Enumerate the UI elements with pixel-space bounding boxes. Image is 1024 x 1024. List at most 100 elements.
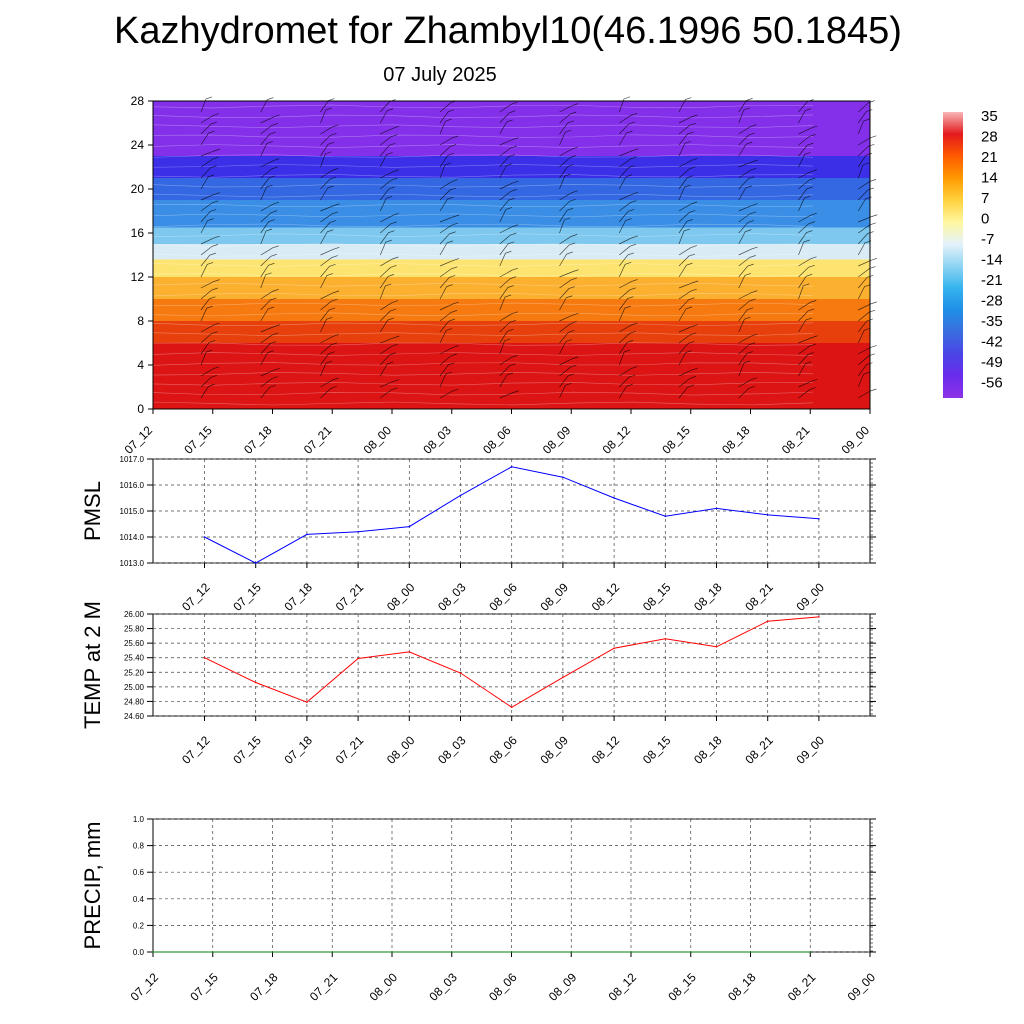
wind-barb [380,387,398,399]
wind-barb [320,141,335,157]
x-tick-label: 09_00 [839,423,873,457]
wind-barb [798,212,817,223]
wind-barb [200,331,218,344]
wind-barb [200,296,216,311]
wind-barb [379,152,393,168]
wind-barb [798,317,812,333]
wind-barb [439,179,458,190]
wind-barb [678,219,693,234]
x-tick-label: 08_03 [426,970,460,1004]
wind-barb [380,134,398,146]
x-tick-label: 08_09 [538,580,572,614]
wind-barb [619,331,636,344]
wind-barb [618,296,634,311]
wind-barb [738,385,755,399]
wind-barb [200,96,213,113]
x-tick-label: 07_12 [122,423,156,457]
wind-barb [738,333,758,344]
wind-barb [260,253,277,267]
wind-barb [738,351,753,366]
wind-barb [738,377,757,388]
wind-barb [559,251,573,267]
colorbar-label: -7 [981,231,994,248]
wind-barb [320,298,338,311]
x-tick-label: 08_18 [691,580,725,614]
x-tick-label: 07_15 [187,970,221,1004]
wind-barb [738,220,755,234]
wind-barb [619,235,638,245]
wind-barb [200,113,219,124]
y-tick-label: 25.40 [124,654,145,663]
wind-barb [678,297,695,311]
colorbar-label: 35 [981,108,998,125]
data-point [459,672,462,674]
wind-barb [559,103,579,113]
wind-barb [858,309,876,322]
data-point [818,518,820,520]
wind-barb [320,229,334,245]
wind-barb [200,200,219,212]
wind-barb [499,154,516,168]
wind-barb [320,151,332,168]
wind-barb [320,273,333,289]
y-tick-label: 1013.0 [120,559,145,568]
wind-barb [619,200,637,212]
x-tick-label: 07_18 [247,970,281,1004]
y-tick-label: 26.00 [124,610,145,619]
wind-barb [559,242,576,256]
contour-line [152,174,814,178]
wind-barb [260,245,279,256]
x-tick-label: 07_15 [230,580,264,614]
wind-barb [738,342,756,355]
wind-barb [499,241,515,256]
x-tick-label: 07_12 [179,580,213,614]
wind-barb [798,108,812,124]
x-tick-label: 07_18 [282,733,316,767]
heatmap-band [153,156,870,178]
data-point [357,657,359,660]
x-tick-label: 08_00 [384,580,418,614]
wind-barb [857,371,870,388]
wind-barb [200,165,217,179]
y-tick-label: 4 [137,358,144,372]
y-tick-label: 0.0 [133,948,145,957]
data-point [562,476,564,479]
wind-barb [559,321,577,333]
heatmap-band [153,178,870,200]
contour-line [152,203,814,208]
wind-barb [738,263,754,278]
contour-line [152,282,814,287]
x-tick-label: 07_15 [230,733,264,767]
x-tick-label: 08_12 [600,423,634,457]
wind-barb [380,256,399,267]
contour-line [152,352,814,356]
wind-barb [618,383,633,399]
wind-barb [559,111,577,124]
wind-barb [200,121,218,135]
wind-barb [260,184,273,201]
wind-barb [499,137,519,146]
data-point [510,706,513,709]
colorbar-label: 14 [981,170,998,187]
wind-barb [619,191,639,201]
wind-barb [678,341,695,355]
wind-barb [798,186,814,201]
wind-barb [619,156,637,168]
wind-barb [618,130,633,146]
wind-barb [260,123,278,135]
data-point [664,515,667,517]
colorbar-label: -42 [981,334,1003,351]
x-tick-label: 08_03 [420,423,454,457]
wind-barb [320,360,333,377]
y-tick-label: 24.60 [124,712,145,721]
wind-barb [380,221,397,234]
data-point [391,951,393,953]
wind-barb [619,279,638,289]
x-tick-label: 07_15 [181,423,215,457]
wind-barb [798,125,818,135]
x-tick-label: 09_00 [794,733,828,767]
contour-line [152,312,814,317]
x-tick-label: 08_06 [486,733,520,767]
wind-barb [619,366,638,377]
wind-barb [618,349,631,366]
